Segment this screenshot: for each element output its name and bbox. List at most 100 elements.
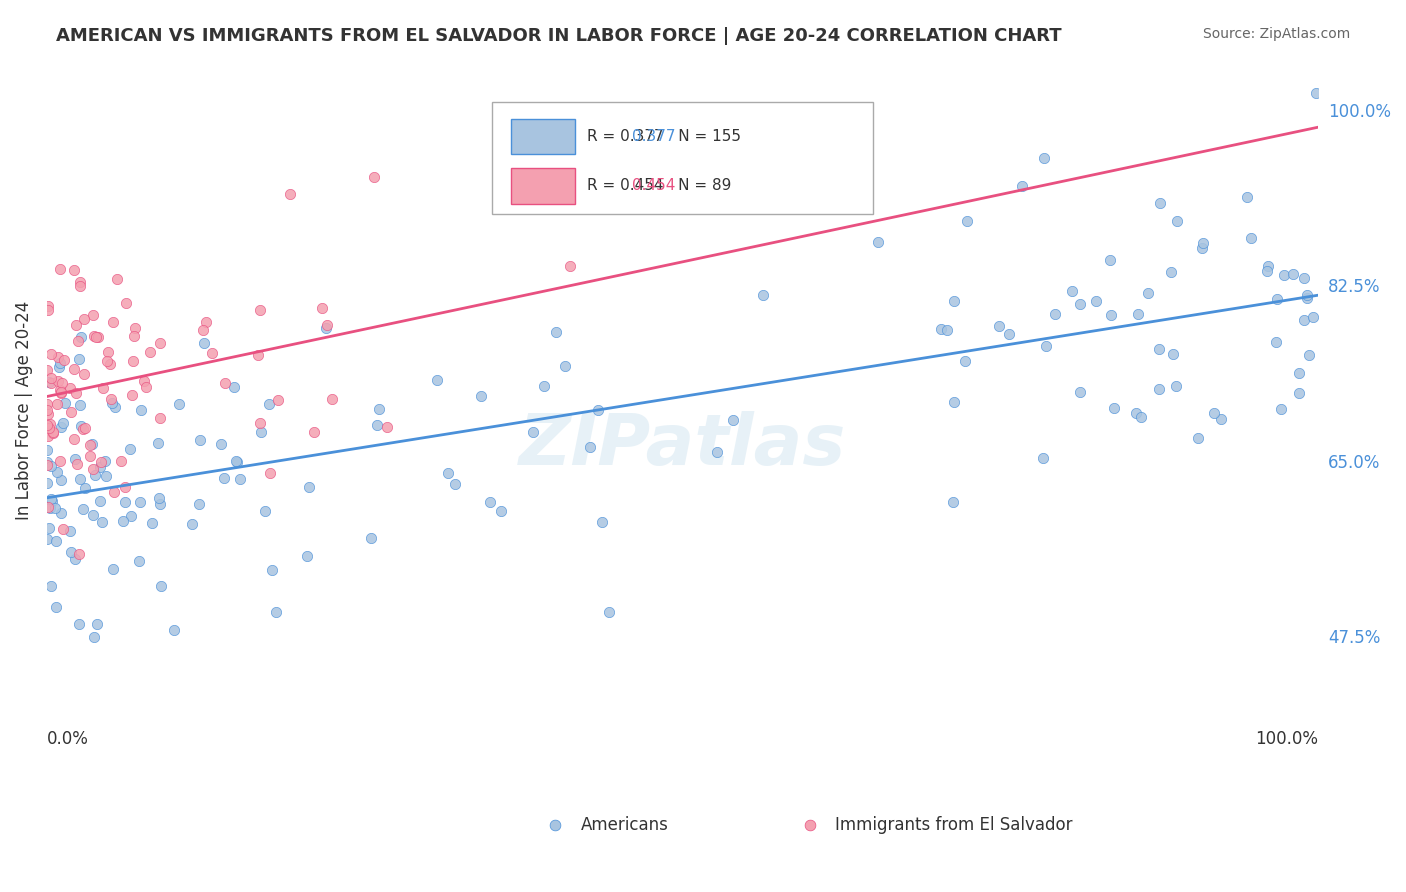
Point	[201, 346, 224, 360]
Point	[90, 454, 112, 468]
Point	[253, 504, 276, 518]
Point	[366, 417, 388, 432]
Text: AMERICAN VS IMMIGRANTS FROM EL SALVADOR IN LABOR FORCE | AGE 20-24 CORRELATION C: AMERICAN VS IMMIGRANTS FROM EL SALVADOR …	[56, 27, 1062, 45]
Point	[45, 534, 67, 549]
Point	[69, 472, 91, 486]
Point	[100, 392, 122, 407]
Point	[49, 262, 72, 277]
Point	[89, 494, 111, 508]
Point	[149, 411, 172, 425]
Point	[80, 437, 103, 451]
Point	[935, 323, 957, 337]
Point	[579, 440, 602, 454]
Point	[866, 235, 889, 249]
Point	[51, 416, 73, 430]
Point	[42, 425, 65, 440]
Point	[1257, 259, 1279, 273]
Point	[97, 345, 120, 359]
Point	[39, 371, 62, 385]
Point	[1272, 268, 1295, 282]
Point	[1085, 294, 1108, 309]
Point	[225, 453, 247, 467]
Point	[180, 517, 202, 532]
Point	[1125, 406, 1147, 420]
Point	[1265, 335, 1288, 350]
Point	[48, 359, 70, 374]
Point	[533, 379, 555, 393]
FancyBboxPatch shape	[492, 102, 873, 214]
Point	[112, 514, 135, 528]
Point	[49, 383, 72, 397]
Point	[39, 579, 62, 593]
Point	[193, 335, 215, 350]
Point	[1102, 401, 1125, 415]
Point	[522, 425, 544, 439]
Point	[49, 506, 72, 520]
Point	[1060, 284, 1083, 298]
Point	[39, 492, 62, 507]
Point	[149, 336, 172, 351]
Text: ZIPatlas: ZIPatlas	[519, 411, 846, 480]
Point	[94, 469, 117, 483]
Point	[1295, 288, 1317, 302]
Point	[1126, 307, 1149, 321]
Point	[59, 524, 82, 538]
Point	[1149, 382, 1171, 396]
Point	[1270, 401, 1292, 416]
Point	[491, 504, 513, 518]
Point	[262, 563, 284, 577]
Point	[63, 552, 86, 566]
Text: 100.0%: 100.0%	[1256, 730, 1319, 747]
Point	[122, 354, 145, 368]
Point	[259, 466, 281, 480]
Point	[37, 476, 59, 491]
Point	[49, 454, 72, 468]
Point	[128, 495, 150, 509]
Point	[250, 425, 273, 439]
Point	[45, 599, 67, 614]
Point	[39, 347, 62, 361]
Point	[66, 457, 89, 471]
Point	[1099, 308, 1122, 322]
Point	[39, 376, 62, 390]
Point	[150, 579, 173, 593]
Point	[60, 545, 83, 559]
Point	[100, 396, 122, 410]
Point	[598, 606, 620, 620]
Point	[37, 300, 59, 314]
Point	[135, 380, 157, 394]
Point	[82, 461, 104, 475]
Text: R = 0.454   N = 89: R = 0.454 N = 89	[588, 178, 731, 194]
Point	[83, 630, 105, 644]
Point	[44, 501, 66, 516]
Point	[67, 617, 90, 632]
Point	[83, 329, 105, 343]
Point	[942, 495, 965, 509]
Point	[249, 416, 271, 430]
Y-axis label: In Labor Force | Age 20-24: In Labor Force | Age 20-24	[15, 301, 32, 520]
Point	[49, 385, 72, 400]
Point	[51, 473, 73, 487]
Point	[1192, 236, 1215, 251]
Point	[149, 497, 172, 511]
Point	[1265, 292, 1288, 306]
Point	[105, 272, 128, 286]
Point	[224, 379, 246, 393]
Point	[104, 400, 127, 414]
Point	[115, 296, 138, 310]
Point	[63, 362, 86, 376]
Point	[1069, 297, 1091, 311]
Point	[706, 445, 728, 459]
Point	[249, 303, 271, 318]
Point	[87, 329, 110, 343]
Point	[65, 318, 87, 333]
Point	[75, 421, 97, 435]
Point	[931, 322, 953, 336]
Point	[79, 450, 101, 464]
Point	[35, 442, 58, 457]
Point	[444, 477, 467, 491]
Point	[315, 321, 337, 335]
Point	[1236, 189, 1258, 203]
Point	[65, 385, 87, 400]
Point	[45, 396, 67, 410]
